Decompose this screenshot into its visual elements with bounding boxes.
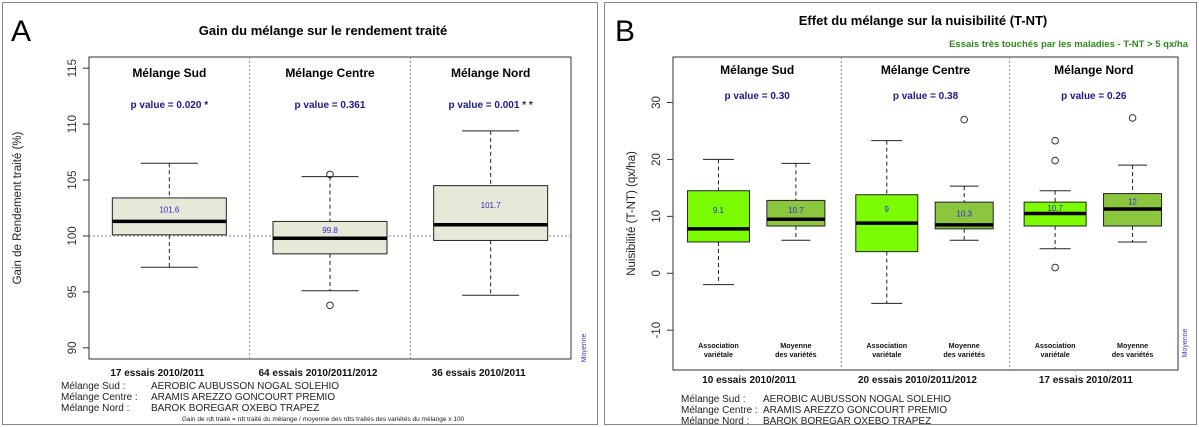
y-tick-label: 95 (67, 285, 79, 298)
box-2-1-mean-label: 12 (1128, 197, 1137, 206)
box-2-mean-label: 101.7 (481, 201, 502, 210)
plot-frame (672, 56, 1179, 371)
box-1-1-outlier-0 (960, 115, 969, 124)
y-axis-label: Gain de Rendement traité (%) (12, 131, 24, 284)
panel-a: A Gain du mélange sur le rendement traité… (2, 2, 598, 425)
panel-b: B Effet du mélange sur la nuisibilité (T-… (604, 2, 1197, 425)
box-1-0-mean-label: 9 (885, 205, 890, 214)
chart-title: Effet du mélange sur la nuisibilité (T-N… (799, 13, 1047, 28)
legend-value: ARAMIS AREZZO GONCOURT PREMIO (763, 405, 947, 416)
category-label: variétale (1041, 350, 1070, 359)
y-tick-label: 10 (651, 210, 663, 223)
group-title: Mélange Centre (881, 63, 971, 77)
p-value-label: p value = 0.38 (893, 91, 959, 102)
box-2-0-outlier-1 (1051, 156, 1059, 165)
box-0-mean-label: 101.6 (159, 206, 180, 215)
panel-letter: A (11, 15, 31, 48)
category-label: Moyenne (780, 341, 811, 350)
y-tick-label: 115 (67, 59, 79, 77)
chart-title: Gain du mélange sur le rendement traité (199, 23, 448, 38)
category-label: variétale (704, 350, 733, 359)
legend-value: AEROBIC AUBUSSON NOGAL SOLEHIO (763, 394, 951, 405)
y-tick-label: 100 (67, 226, 79, 245)
y-axis-label: Nuisibilité (T-NT) (qx/ha) (626, 151, 638, 276)
group-title: Mélange Sud (720, 63, 794, 77)
chart-subtitle: Essais très touchés par les maladies - T… (949, 39, 1189, 50)
legend-label: Mélange Nord : (61, 403, 129, 414)
legend-value: ARAMIS AREZZO GONCOURT PREMIO (151, 392, 335, 403)
essais-label: 17 essais 2010/2011 (110, 368, 204, 379)
legend-label: Mélange Sud : (61, 381, 126, 392)
box-2-0-outlier-0 (1051, 136, 1059, 145)
legend-value: AEROBIC AUBUSSON NOGAL SOLEHIO (151, 381, 339, 392)
chart-b: B Effet du mélange sur la nuisibilité (T-… (615, 13, 1189, 425)
legend-label: Mélange Sud : (681, 394, 746, 405)
p-value-label: p value = 0.020 * (131, 100, 209, 111)
legend-value: BAROK BOREGAR OXEBO TRAPEZ (763, 416, 931, 425)
p-value-label: p value = 0.30 (725, 91, 791, 102)
box-0-1-mean-label: 10.7 (788, 206, 804, 215)
box-2-box (433, 185, 549, 241)
essais-label: 36 essais 2010/2011 (432, 368, 526, 379)
y-tick-label: 20 (651, 153, 663, 166)
group-title: Mélange Centre (285, 66, 375, 80)
box-1-mean-label: 99.8 (322, 226, 338, 235)
plot-frame (88, 56, 572, 360)
category-label: Moyenne (949, 341, 980, 350)
essais-label: 17 essais 2010/2011 (1039, 375, 1133, 386)
legend-label: Mélange Centre : (61, 392, 138, 403)
box-0-box (111, 197, 227, 236)
p-value-label: p value = 0.361 (295, 100, 366, 111)
side-note-moyenne: Moyenne (1182, 328, 1189, 357)
y-tick-label: 90 (67, 341, 79, 354)
category-label: Association (698, 341, 739, 350)
category-label: Association (1035, 341, 1076, 350)
side-note-moyenne: Moyenne (581, 333, 588, 362)
category-label: des variétés (943, 350, 985, 359)
legend-label: Mélange Nord : (681, 416, 749, 425)
chart-a: A Gain du mélange sur le rendement traité… (11, 15, 588, 423)
essais-label: 64 essais 2010/2011/2012 (258, 368, 377, 379)
box-2-0-outlier-2 (1051, 263, 1059, 272)
y-tick-label: 105 (67, 170, 79, 189)
category-label: des variétés (1112, 350, 1154, 359)
box-0-1-box (766, 199, 826, 227)
panel-letter: B (615, 15, 635, 48)
y-tick-label: 30 (651, 96, 663, 109)
essais-label: 20 essais 2010/2011/2012 (858, 375, 977, 386)
y-tick-label: 0 (651, 270, 663, 276)
group-title: Mélange Sud (132, 66, 206, 80)
legend-value: BAROK BOREGAR OXEBO TRAPEZ (151, 403, 319, 414)
p-value-label: p value = 0.001 * * (449, 100, 533, 111)
category-label: Moyenne (1117, 341, 1148, 350)
box-1-outlier-0 (326, 170, 334, 179)
footnote: Gain de rdt traité = rdt traité du mélan… (182, 416, 465, 423)
category-label: des variétés (775, 350, 817, 359)
group-title: Mélange Nord (451, 66, 530, 80)
box-2-1-outlier-0 (1128, 114, 1137, 122)
box-1-1-mean-label: 10.3 (956, 210, 972, 219)
group-title: Mélange Nord (1054, 63, 1133, 77)
category-label: Association (866, 341, 907, 350)
essais-label: 10 essais 2010/2011 (702, 375, 796, 386)
category-label: variétale (872, 350, 901, 359)
box-0-0-mean-label: 9.1 (713, 206, 725, 215)
box-0-0-box (686, 190, 750, 243)
legend-label: Mélange Centre : (681, 405, 758, 416)
y-tick-label: 110 (67, 115, 79, 133)
box-1-outlier-1 (326, 301, 334, 310)
y-tick-label: -10 (651, 322, 663, 339)
p-value-label: p value = 0.26 (1061, 91, 1127, 102)
box-2-0-mean-label: 10.7 (1047, 204, 1063, 213)
